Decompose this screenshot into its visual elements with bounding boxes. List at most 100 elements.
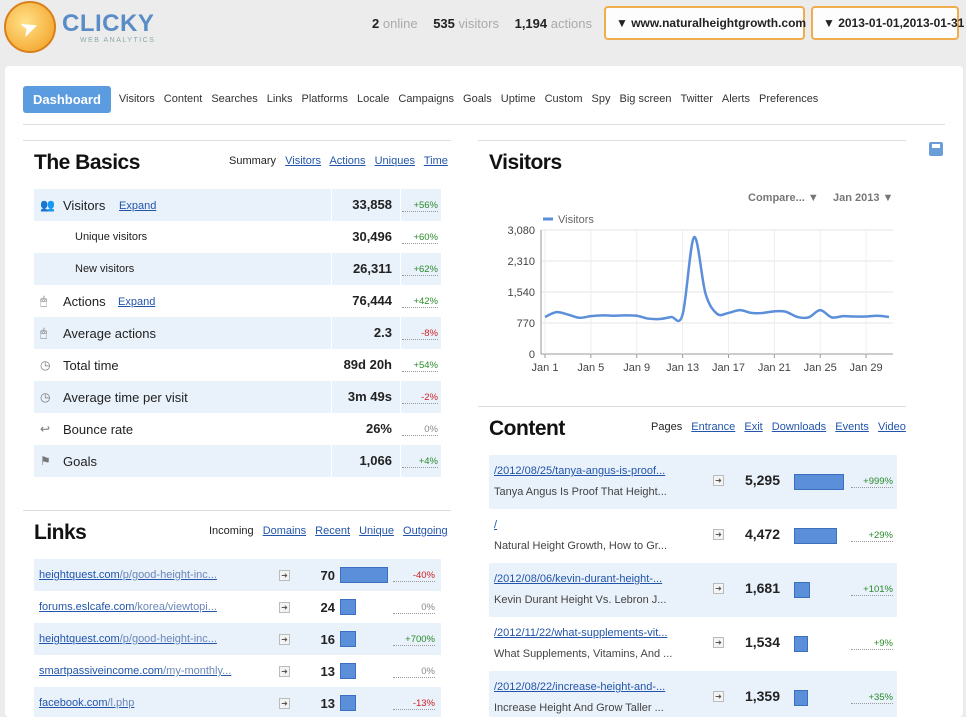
tab-downloads[interactable]: Downloads bbox=[771, 421, 827, 433]
expand-link[interactable]: Expand bbox=[119, 200, 157, 212]
external-link-icon[interactable]: ➜ bbox=[279, 634, 290, 645]
change-badge[interactable]: -13% bbox=[393, 698, 435, 710]
basics-row: ⚑ Goals 1,066 +4% bbox=[34, 445, 441, 477]
link-row: heightquest.com/p/good-height-inc... ➜ 70 -… bbox=[34, 559, 441, 591]
change-badge[interactable]: +101% bbox=[851, 584, 893, 596]
change-badge[interactable]: 0% bbox=[402, 424, 438, 436]
page-path-link[interactable]: /2012/08/25/tanya-angus-is-proof... bbox=[494, 465, 666, 477]
basics-row: 👥 Visitors Expand 33,858 +56% bbox=[34, 189, 441, 221]
change-badge[interactable]: -8% bbox=[402, 328, 438, 340]
change-badge[interactable]: +9% bbox=[851, 638, 893, 650]
external-link-icon[interactable]: ➜ bbox=[279, 602, 290, 613]
nav-spy[interactable]: Spy bbox=[591, 93, 611, 105]
change-badge[interactable]: +999% bbox=[851, 476, 893, 488]
compare-dropdown[interactable]: Compare... ▼ bbox=[748, 192, 819, 204]
period-dropdown[interactable]: Jan 2013 ▼ bbox=[833, 192, 894, 204]
external-link-icon[interactable]: ➜ bbox=[713, 691, 724, 702]
nav-uptime[interactable]: Uptime bbox=[500, 93, 536, 105]
change-badge[interactable]: 0% bbox=[393, 602, 435, 614]
referrer-link[interactable]: smartpassiveincome.com/my-monthly... bbox=[39, 665, 231, 677]
page-views: 5,295 bbox=[744, 472, 780, 488]
page-path-link[interactable]: / bbox=[494, 519, 498, 531]
basics-row-value: 26,311 bbox=[331, 253, 401, 285]
links-tabs: Incoming Domains Recent Unique Outgoing bbox=[209, 525, 454, 537]
tab-time[interactable]: Time bbox=[423, 155, 448, 167]
basics-row-value: 1,066 bbox=[331, 445, 401, 477]
actions-count: 1,194 bbox=[514, 16, 548, 31]
page-views: 1,359 bbox=[744, 688, 780, 704]
change-badge[interactable]: +60% bbox=[402, 232, 438, 244]
tab-uniques[interactable]: Uniques bbox=[374, 155, 415, 167]
referrer-link[interactable]: heightquest.com/p/good-height-inc... bbox=[39, 633, 217, 645]
link-row: smartpassiveincome.com/my-monthly... ➜ 13 0… bbox=[34, 655, 441, 687]
nav-twitter[interactable]: Twitter bbox=[680, 93, 713, 105]
page-path-link[interactable]: /2012/08/22/increase-height-and-... bbox=[494, 681, 666, 693]
change-badge[interactable]: +29% bbox=[851, 530, 893, 542]
tab-unique[interactable]: Unique bbox=[359, 525, 394, 537]
nav-big-screen[interactable]: Big screen bbox=[619, 93, 672, 105]
change-badge[interactable]: +62% bbox=[402, 264, 438, 276]
link-bar bbox=[340, 695, 356, 711]
link-count: 70 bbox=[320, 568, 335, 583]
change-badge[interactable]: +35% bbox=[851, 692, 893, 704]
referrer-link[interactable]: forums.eslcafe.com/korea/viewtopi... bbox=[39, 601, 217, 613]
basics-row: ◷ Total time 89d 20h +54% bbox=[34, 349, 441, 381]
page-bar bbox=[794, 582, 810, 598]
date-range-selector[interactable]: ▼ 2013-01-01,2013-01-31 bbox=[811, 6, 964, 40]
change-badge[interactable]: -40% bbox=[393, 570, 435, 582]
expand-link[interactable]: Expand bbox=[118, 296, 156, 308]
nav-alerts[interactable]: Alerts bbox=[721, 93, 750, 105]
legend-label: Visitors bbox=[558, 214, 594, 226]
change-badge[interactable]: -2% bbox=[402, 392, 438, 404]
external-link-icon[interactable]: ➜ bbox=[713, 637, 724, 648]
external-link-icon[interactable]: ➜ bbox=[279, 570, 290, 581]
tab-visitors[interactable]: Visitors bbox=[285, 155, 321, 167]
visitors-label: visitors bbox=[458, 16, 499, 31]
referrer-link[interactable]: heightquest.com/p/good-height-inc... bbox=[39, 569, 217, 581]
change-badge[interactable]: 0% bbox=[393, 666, 435, 678]
tab-events[interactable]: Events bbox=[835, 421, 869, 433]
tab-outgoing[interactable]: Outgoing bbox=[403, 525, 448, 537]
tab-incoming: Incoming bbox=[209, 525, 254, 537]
tab-exit[interactable]: Exit bbox=[744, 421, 763, 433]
nav-content[interactable]: Content bbox=[163, 93, 203, 105]
tab-video[interactable]: Video bbox=[877, 421, 906, 433]
nav-dashboard[interactable]: Dashboard bbox=[23, 85, 111, 113]
clicky-logo[interactable]: ➤ bbox=[4, 1, 56, 53]
nav-platforms[interactable]: Platforms bbox=[301, 93, 348, 105]
change-badge[interactable]: +56% bbox=[402, 200, 438, 212]
referrer-link[interactable]: facebook.com/l.php bbox=[39, 697, 134, 709]
nav-links[interactable]: Links bbox=[266, 93, 293, 105]
save-icon[interactable] bbox=[929, 142, 943, 156]
external-link-icon[interactable]: ➜ bbox=[713, 583, 724, 594]
tab-actions[interactable]: Actions bbox=[329, 155, 366, 167]
change-badge[interactable]: +700% bbox=[393, 634, 435, 646]
external-link-icon[interactable]: ➜ bbox=[279, 698, 290, 709]
page-title: Kevin Durant Height Vs. Lebron J... bbox=[494, 594, 667, 606]
nav-preferences[interactable]: Preferences bbox=[759, 93, 819, 105]
change-badge[interactable]: +4% bbox=[402, 456, 438, 468]
basics-row-value: 3m 49s bbox=[331, 381, 401, 413]
tab-entrance[interactable]: Entrance bbox=[691, 421, 736, 433]
page-path-link[interactable]: /2012/11/22/what-supplements-vit... bbox=[494, 627, 668, 639]
tab-domains[interactable]: Domains bbox=[262, 525, 307, 537]
change-badge[interactable]: +42% bbox=[402, 296, 438, 308]
change-badge[interactable]: +54% bbox=[402, 360, 438, 372]
nav-searches[interactable]: Searches bbox=[211, 93, 258, 105]
tab-pages: Pages bbox=[651, 421, 683, 433]
basics-row-label: Unique visitors bbox=[75, 231, 148, 243]
nav-custom[interactable]: Custom bbox=[544, 93, 583, 105]
tab-recent[interactable]: Recent bbox=[315, 525, 351, 537]
page-bar bbox=[794, 528, 837, 544]
y-tick-label: 2,310 bbox=[507, 256, 535, 268]
external-link-icon[interactable]: ➜ bbox=[713, 475, 724, 486]
basics-row-label: Actions bbox=[63, 294, 106, 309]
external-link-icon[interactable]: ➜ bbox=[279, 666, 290, 677]
site-selector[interactable]: ▼ www.naturalheightgrowth.com bbox=[604, 6, 806, 40]
nav-campaigns[interactable]: Campaigns bbox=[398, 93, 455, 105]
external-link-icon[interactable]: ➜ bbox=[713, 529, 724, 540]
nav-goals[interactable]: Goals bbox=[463, 93, 492, 105]
page-path-link[interactable]: /2012/08/06/kevin-durant-height-... bbox=[494, 573, 663, 585]
nav-locale[interactable]: Locale bbox=[356, 93, 390, 105]
nav-visitors[interactable]: Visitors bbox=[118, 93, 155, 105]
